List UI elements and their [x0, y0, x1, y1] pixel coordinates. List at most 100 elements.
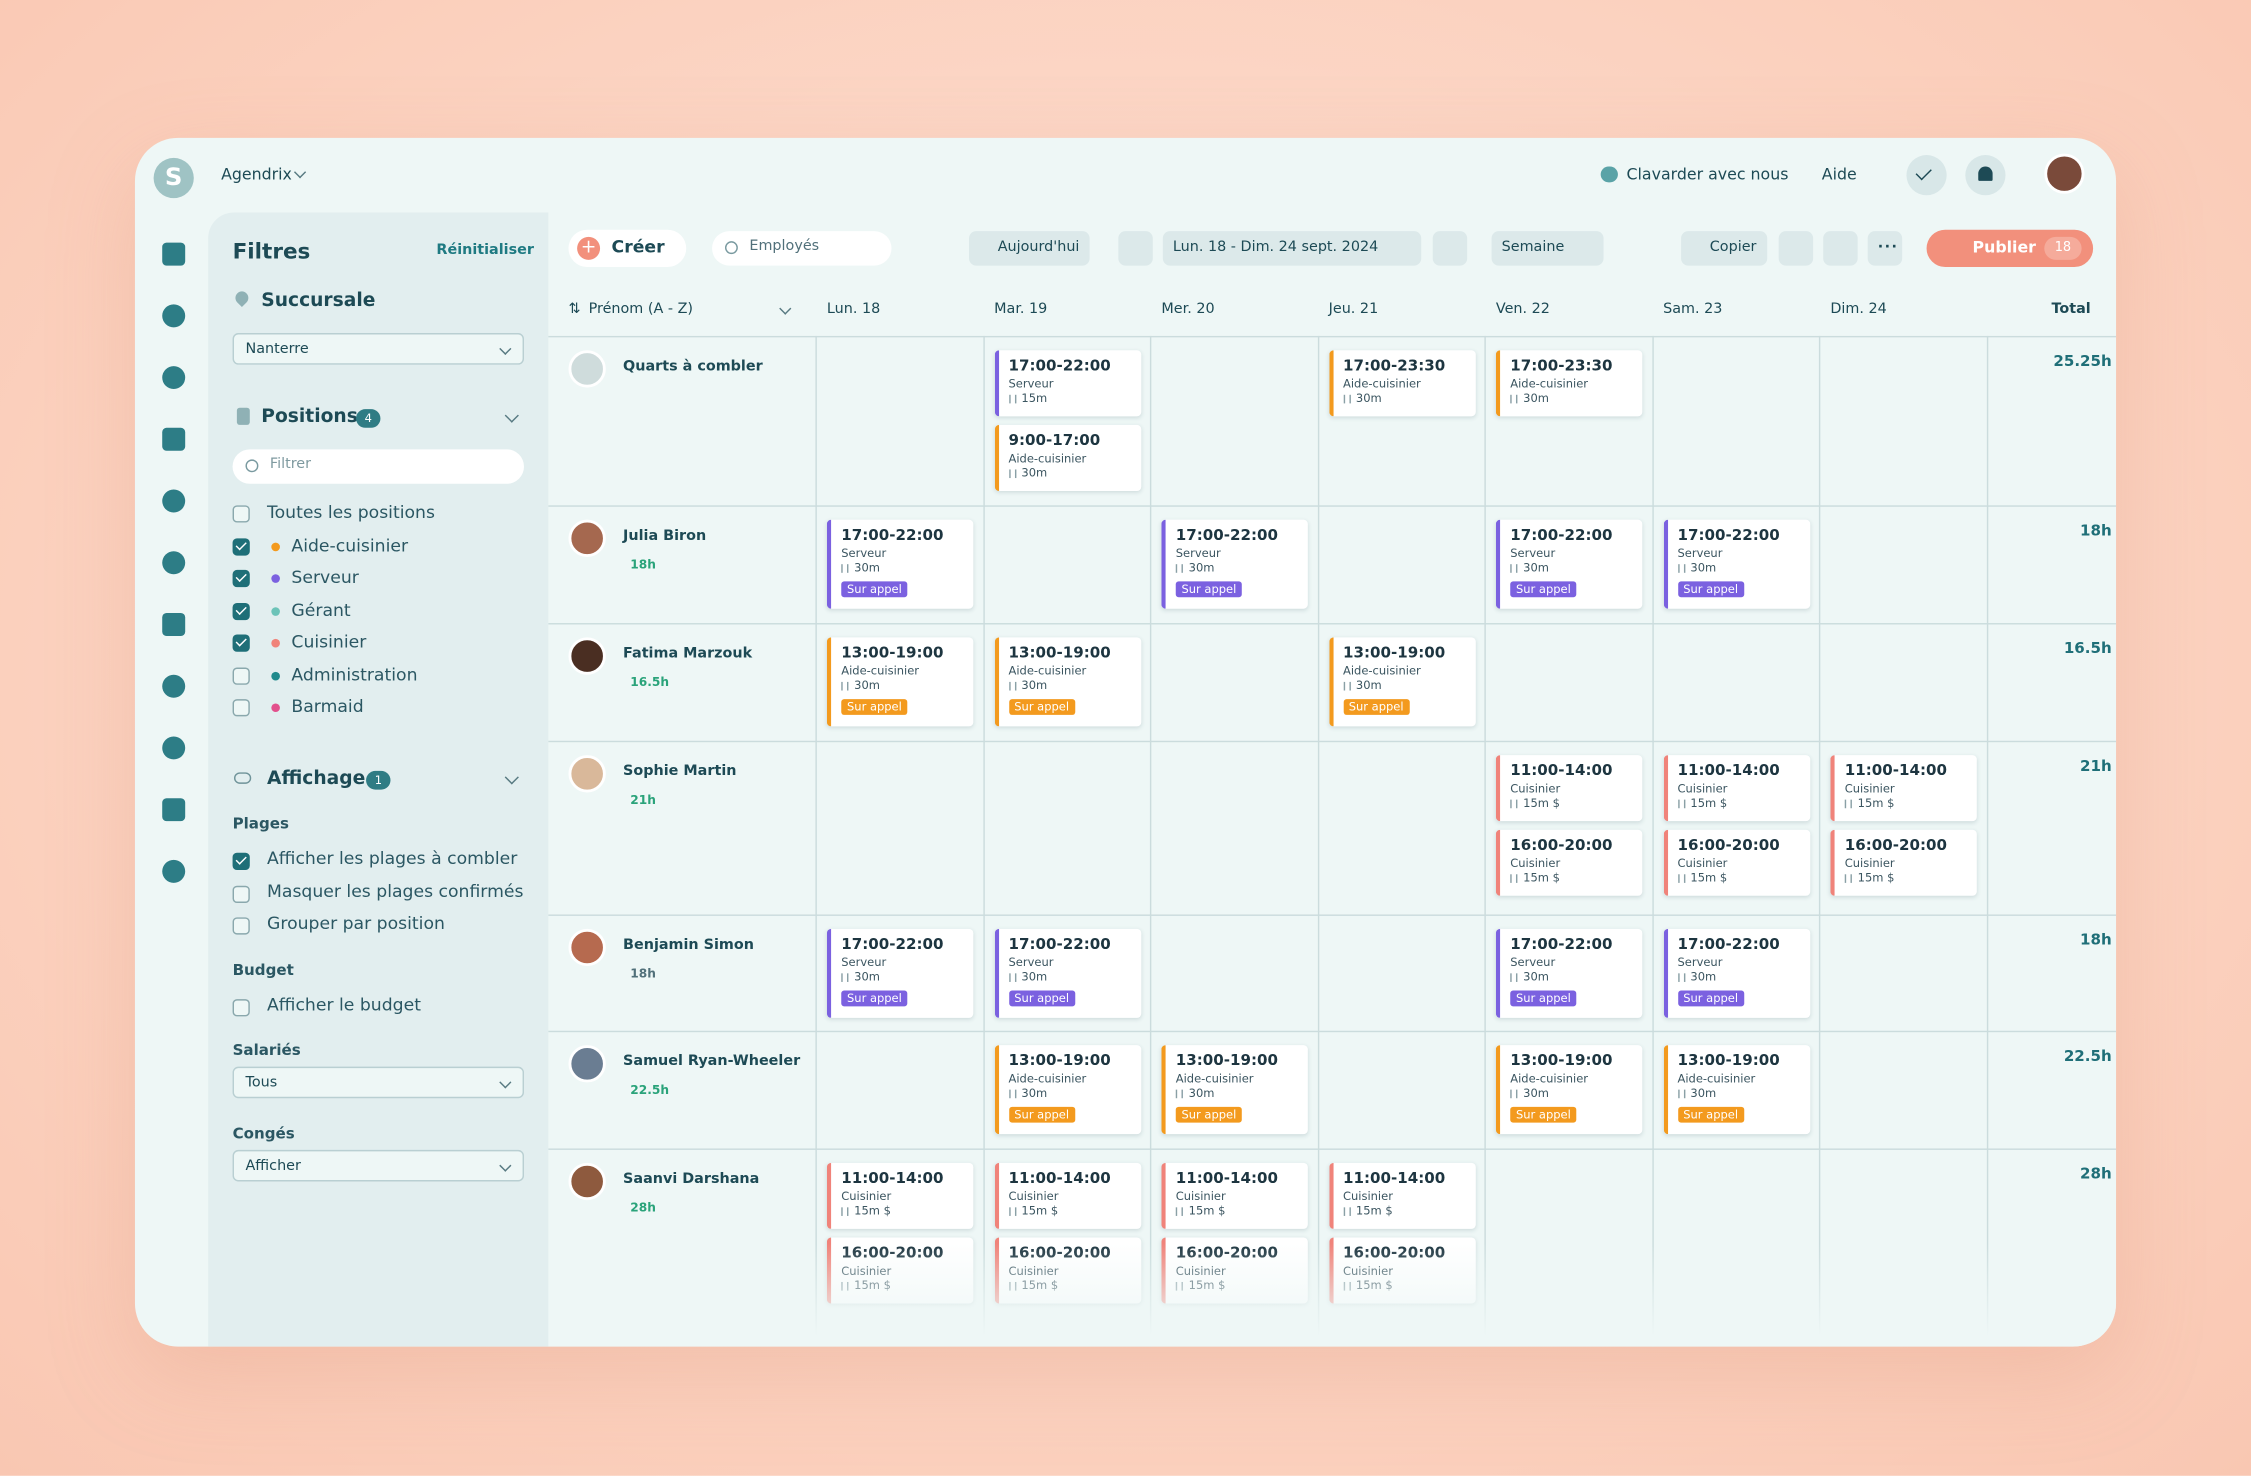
- row-name[interactable]: Benjamin Simon: [623, 937, 754, 954]
- date-range[interactable]: Lun. 18 - Dim. 24 sept. 2024: [1162, 231, 1422, 266]
- nav-icon[interactable]: [162, 489, 186, 513]
- shift-card[interactable]: 13:00-19:00 Aide-cuisinier 30m Sur appel: [994, 1045, 1141, 1135]
- select[interactable]: Afficher: [232, 1149, 524, 1182]
- shift-card[interactable]: 17:00-22:00 Serveur 15m: [994, 350, 1141, 417]
- nav-icon[interactable]: [162, 674, 186, 698]
- shift-card[interactable]: 13:00-19:00 Aide-cuisinier 30m Sur appel: [1495, 1045, 1643, 1135]
- eye-icon: [234, 772, 252, 784]
- shift-card[interactable]: 11:00-14:00 Cuisinier 15m $: [1663, 755, 1810, 822]
- option-label[interactable]: Masquer les plages confirmés: [267, 880, 524, 901]
- prev-button[interactable]: [1118, 231, 1153, 266]
- row-name[interactable]: Sophie Martin: [623, 763, 737, 780]
- checkbox[interactable]: [232, 885, 250, 903]
- print-button[interactable]: [1823, 231, 1858, 266]
- checkbox[interactable]: [232, 666, 250, 685]
- shift-card[interactable]: 17:00-22:00 Serveur 30m Sur appel: [826, 519, 974, 609]
- option-label[interactable]: Afficher le budget: [267, 994, 421, 1015]
- more-button[interactable]: ···: [1867, 231, 1903, 266]
- nav-icon[interactable]: [162, 427, 186, 451]
- position-search[interactable]: Filtrer: [232, 449, 524, 484]
- branch-select[interactable]: Nanterre: [232, 333, 524, 365]
- checkbox[interactable]: [232, 998, 250, 1016]
- caret[interactable]: [504, 408, 519, 423]
- shift-card[interactable]: 17:00-22:00 Serveur 30m Sur appel: [1495, 928, 1643, 1018]
- checkbox[interactable]: [232, 699, 250, 717]
- view-select[interactable]: Semaine: [1491, 231, 1604, 266]
- shift-card[interactable]: 17:00-22:00 Serveur 30m Sur appel: [994, 928, 1141, 1018]
- checkbox[interactable]: [232, 634, 250, 652]
- shift-role: Cuisinier: [1175, 1190, 1226, 1204]
- shift-card[interactable]: 17:00-23:30 Aide-cuisinier 30m: [1495, 350, 1643, 417]
- shift-card[interactable]: 17:00-22:00 Serveur 30m Sur appel: [1495, 519, 1643, 609]
- row-name[interactable]: Julia Biron: [623, 528, 707, 545]
- shift-card[interactable]: 17:00-22:00 Serveur 30m Sur appel: [1663, 928, 1810, 1018]
- shift-card[interactable]: 11:00-14:00 Cuisinier 15m $: [1328, 1162, 1476, 1229]
- checkbox[interactable]: [232, 505, 250, 523]
- help-link[interactable]: Aide: [1821, 165, 1857, 184]
- display-count[interactable]: 1: [366, 770, 391, 790]
- shift-card[interactable]: 17:00-23:30 Aide-cuisinier 30m: [1328, 350, 1476, 417]
- logo[interactable]: S: [153, 157, 194, 199]
- nav-icon[interactable]: [162, 612, 186, 636]
- shift-card[interactable]: 11:00-14:00 Cuisinier 15m $: [994, 1162, 1141, 1229]
- shift-time: 13:00-19:00: [1175, 1052, 1278, 1070]
- nav-icon[interactable]: [162, 366, 186, 390]
- pause-icon: [1677, 1089, 1685, 1099]
- row-name[interactable]: Quarts à combler: [623, 358, 763, 375]
- user-avatar[interactable]: [2044, 153, 2085, 194]
- sort-label[interactable]: Prénom (A - Z): [588, 301, 694, 318]
- shift-card[interactable]: 11:00-14:00 Cuisinier 15m $: [1161, 1162, 1308, 1229]
- nav-icon[interactable]: [162, 736, 186, 760]
- row-name[interactable]: Samuel Ryan-Wheeler: [623, 1053, 801, 1070]
- positions-count[interactable]: 4: [356, 409, 381, 428]
- publish-button[interactable]: Publier 18: [1926, 229, 2094, 268]
- shift-card[interactable]: 17:00-22:00 Serveur 30m Sur appel: [1161, 519, 1308, 609]
- option-label[interactable]: Afficher les plages à combler: [267, 848, 518, 869]
- copy-button[interactable]: Copier: [1681, 231, 1767, 266]
- checkbox[interactable]: [232, 537, 250, 555]
- caret[interactable]: [504, 770, 519, 785]
- shift-card[interactable]: 13:00-19:00 Aide-cuisinier 30m Sur appel: [994, 637, 1141, 727]
- checkbox[interactable]: [232, 917, 250, 935]
- next-button[interactable]: [1432, 231, 1468, 266]
- row-name[interactable]: Saanvi Darshana: [623, 1171, 760, 1188]
- caret[interactable]: [779, 302, 792, 315]
- checkbox[interactable]: [232, 569, 250, 588]
- row-name[interactable]: Fatima Marzouk: [623, 646, 753, 662]
- shift-role: Cuisinier: [1510, 857, 1561, 870]
- create-button[interactable]: + Créer: [568, 229, 687, 268]
- shift-card[interactable]: 11:00-14:00 Cuisinier 15m $: [1495, 755, 1643, 822]
- option-label[interactable]: Grouper par position: [267, 913, 445, 934]
- chat-link[interactable]: Clavarder avec nous: [1626, 165, 1789, 184]
- check-button[interactable]: [1906, 155, 1947, 196]
- shift-card[interactable]: 11:00-14:00 Cuisinier 15m $: [826, 1162, 974, 1229]
- checkbox[interactable]: [232, 852, 250, 870]
- employee-search[interactable]: Employés: [712, 231, 892, 266]
- shift-card[interactable]: 17:00-22:00 Serveur 30m Sur appel: [826, 928, 974, 1018]
- nav-icon[interactable]: [162, 242, 186, 266]
- shift-time: 17:00-22:00: [1510, 936, 1613, 954]
- reset-link[interactable]: Réinitialiser: [436, 242, 534, 259]
- today-button[interactable]: Aujourd'hui: [969, 231, 1090, 266]
- pin-button[interactable]: [1778, 231, 1814, 266]
- brand[interactable]: Agendrix: [221, 165, 292, 184]
- shift-pause: 30m: [854, 561, 880, 575]
- pause-icon: [1175, 564, 1183, 573]
- shift-card[interactable]: 13:00-19:00 Aide-cuisinier 30m Sur appel: [1161, 1045, 1308, 1135]
- shift-card[interactable]: 9:00-17:00 Aide-cuisinier 30m: [994, 424, 1141, 491]
- shift-card[interactable]: 13:00-19:00 Aide-cuisinier 30m Sur appel: [1663, 1045, 1810, 1135]
- shift-card[interactable]: 17:00-22:00 Serveur 30m Sur appel: [1663, 519, 1810, 609]
- nav-icon[interactable]: [162, 798, 186, 822]
- shift-card[interactable]: 13:00-19:00 Aide-cuisinier 30m Sur appel: [826, 637, 974, 727]
- nav-icon[interactable]: [162, 551, 186, 575]
- checkbox[interactable]: [232, 602, 250, 620]
- nav-icon[interactable]: [162, 304, 186, 328]
- select[interactable]: Tous: [232, 1066, 524, 1099]
- shift-card[interactable]: 11:00-14:00 Cuisinier 15m $: [1830, 755, 1977, 822]
- nav-icon[interactable]: [162, 859, 186, 883]
- notifications-button[interactable]: [1965, 155, 2006, 196]
- shift-card[interactable]: 13:00-19:00 Aide-cuisinier 30m Sur appel: [1328, 637, 1476, 727]
